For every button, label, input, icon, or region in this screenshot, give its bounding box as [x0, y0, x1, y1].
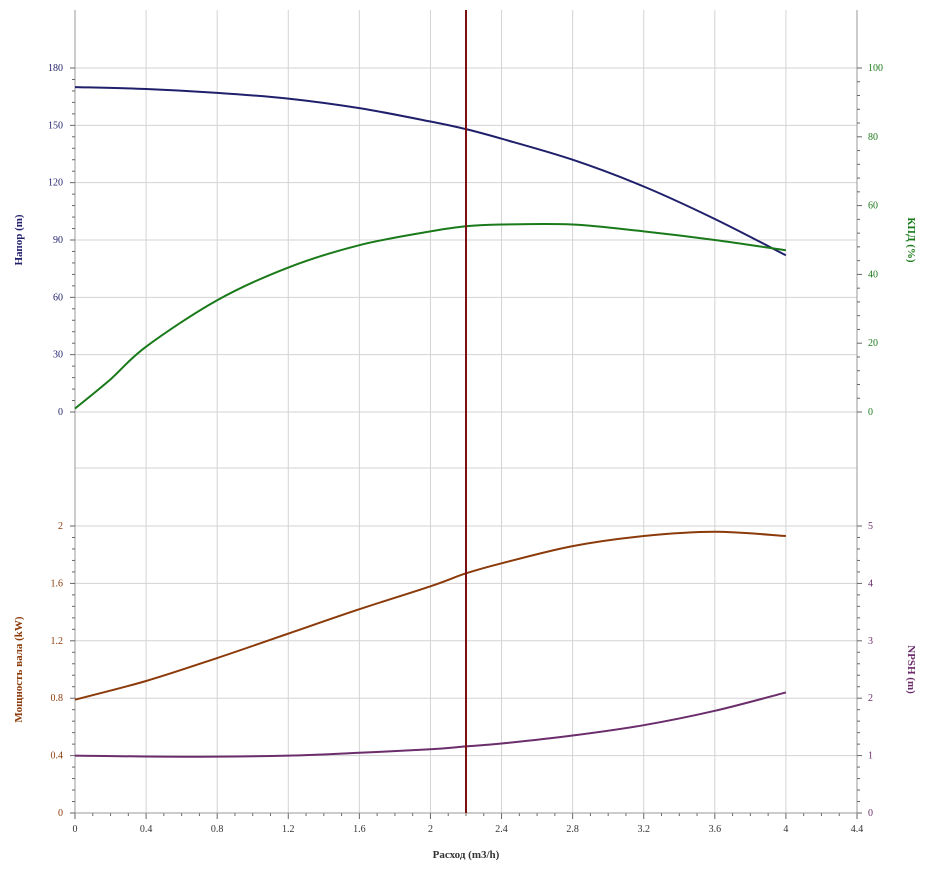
left-tick-label: 30	[53, 350, 63, 361]
right-tick-label: 3	[868, 636, 873, 647]
left-tick-label: 60	[53, 292, 63, 303]
left-tick-label: 1.6	[51, 578, 64, 589]
left-axis-title: Напор (m)	[13, 214, 25, 265]
left-tick-label: 120	[48, 178, 63, 189]
right-tick-label: 60	[868, 201, 878, 212]
series-line-Напор (m)	[74, 86, 787, 257]
right-tick-label: 0	[868, 407, 873, 418]
x-tick-label: 0.8	[211, 824, 224, 835]
x-tick-label: 1.2	[282, 824, 295, 835]
left-axis-title: Мощность вала (kW)	[13, 616, 25, 722]
right-tick-label: 0	[868, 808, 873, 819]
right-tick-label: 80	[868, 132, 878, 143]
right-axis-title: NPSH (m)	[905, 645, 917, 694]
left-tick-label: 90	[53, 235, 63, 246]
left-tick-label: 2	[58, 521, 63, 532]
x-tick-label: 4.4	[851, 824, 864, 835]
series-line-NPSH (m)	[74, 691, 787, 758]
x-tick-label: 4	[783, 824, 788, 835]
x-tick-label: 1.6	[353, 824, 366, 835]
x-tick-label: 0.4	[140, 824, 153, 835]
left-tick-label: 0	[58, 407, 63, 418]
left-tick-label: 1.2	[51, 636, 64, 647]
left-tick-label: 180	[48, 63, 63, 74]
x-axis-title: Расход (m3/h)	[433, 849, 500, 861]
x-tick-label: 2.8	[566, 824, 579, 835]
x-tick-label: 3.6	[709, 824, 722, 835]
left-tick-label: 0.8	[51, 693, 64, 704]
left-tick-label: 150	[48, 120, 63, 131]
series-line-КПД (%)	[74, 222, 787, 410]
series-line-Мощность вала (kW)	[74, 530, 786, 701]
x-tick-label: 0	[73, 824, 78, 835]
right-tick-label: 4	[868, 578, 873, 589]
x-tick-label: 2	[428, 824, 433, 835]
left-tick-label: 0	[58, 808, 63, 819]
right-tick-label: 1	[868, 751, 873, 762]
x-tick-label: 3.2	[637, 824, 650, 835]
right-tick-label: 100	[868, 63, 883, 74]
series-layer	[74, 86, 787, 758]
right-tick-label: 5	[868, 521, 873, 532]
right-tick-label: 20	[868, 338, 878, 349]
x-tick-label: 2.4	[495, 824, 508, 835]
left-tick-label: 0.4	[51, 751, 64, 762]
right-tick-label: 40	[868, 269, 878, 280]
right-axis-title: КПД (%)	[905, 217, 917, 263]
right-tick-label: 2	[868, 693, 873, 704]
